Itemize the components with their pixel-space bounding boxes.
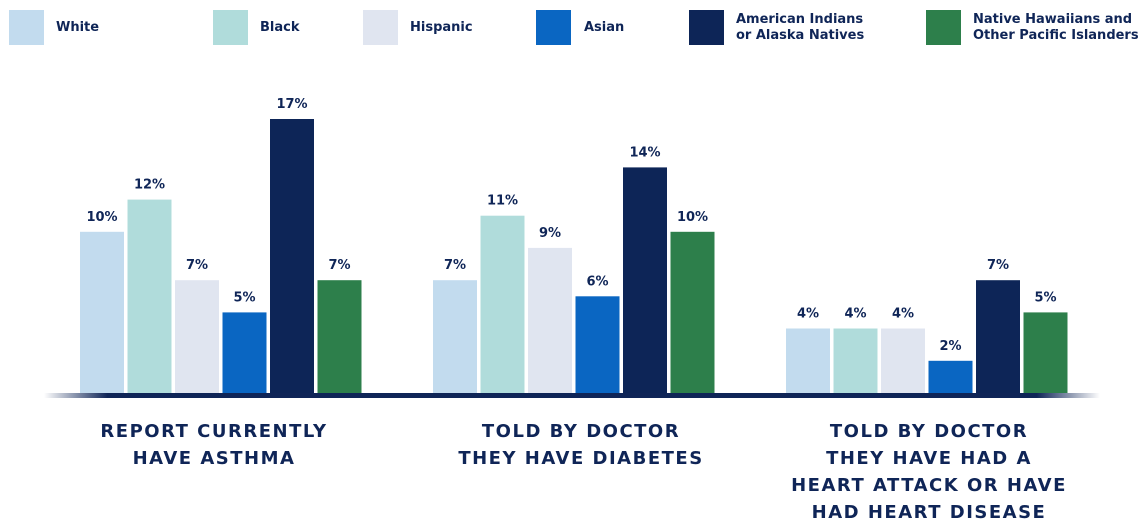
bar <box>575 296 620 393</box>
bar <box>833 328 878 393</box>
legend-swatch <box>9 10 44 45</box>
bar <box>222 312 267 393</box>
bar <box>976 280 1020 393</box>
category-label-diabetes: TOLD BY DOCTOR THEY HAVE DIABETES <box>458 421 704 469</box>
bar <box>528 247 572 393</box>
legend-label: Hispanic <box>410 19 473 35</box>
baseline <box>44 393 1100 398</box>
legend-swatch <box>363 10 398 45</box>
bar <box>670 231 715 393</box>
bar-value-label: 2% <box>939 339 961 354</box>
bar-value-label: 5% <box>1034 290 1056 305</box>
bar <box>786 328 830 393</box>
bar-value-label: 7% <box>444 258 466 273</box>
legend-swatch <box>689 10 724 45</box>
bar <box>127 199 172 393</box>
bar-value-label: 10% <box>677 210 708 225</box>
bar-value-label: 10% <box>86 210 117 225</box>
legend-label: White <box>56 19 100 35</box>
bar-value-label: 5% <box>233 290 255 305</box>
bar-value-label: 11% <box>487 194 518 209</box>
bar-value-label: 12% <box>134 178 165 193</box>
category-label-heart-disease: TOLD BY DOCTOR THEY HAVE HAD A HEART ATT… <box>791 421 1067 523</box>
bar <box>80 231 124 393</box>
bar-value-label: 4% <box>844 307 866 322</box>
bar-value-label: 7% <box>987 258 1009 273</box>
bar <box>928 360 973 393</box>
bar <box>1023 312 1068 393</box>
bar <box>480 215 525 393</box>
bar-value-label: 14% <box>629 145 660 160</box>
bar <box>317 280 362 393</box>
bar-value-label: 6% <box>586 274 608 289</box>
category-label-asthma: REPORT CURRENTLY HAVE ASTHMA <box>100 421 328 469</box>
bar-value-label: 7% <box>328 258 350 273</box>
bar <box>623 167 667 393</box>
bar-value-label: 9% <box>539 226 561 241</box>
bar-value-label: 4% <box>797 307 819 322</box>
bar-value-label: 4% <box>892 307 914 322</box>
legend-swatch <box>536 10 571 45</box>
bar <box>881 328 925 393</box>
bar-value-label: 7% <box>186 258 208 273</box>
bar-value-label: 17% <box>276 97 307 112</box>
legend-label: American Indians or Alaska Natives <box>736 11 865 43</box>
bar <box>433 280 477 393</box>
bar <box>175 280 219 393</box>
legend-swatch <box>926 10 961 45</box>
legend-label: Asian <box>584 19 625 35</box>
legend-label: Native Hawaiians and Other Pacific Islan… <box>973 11 1139 43</box>
legend-swatch <box>213 10 248 45</box>
bar <box>270 119 314 393</box>
legend-label: Black <box>260 19 300 35</box>
